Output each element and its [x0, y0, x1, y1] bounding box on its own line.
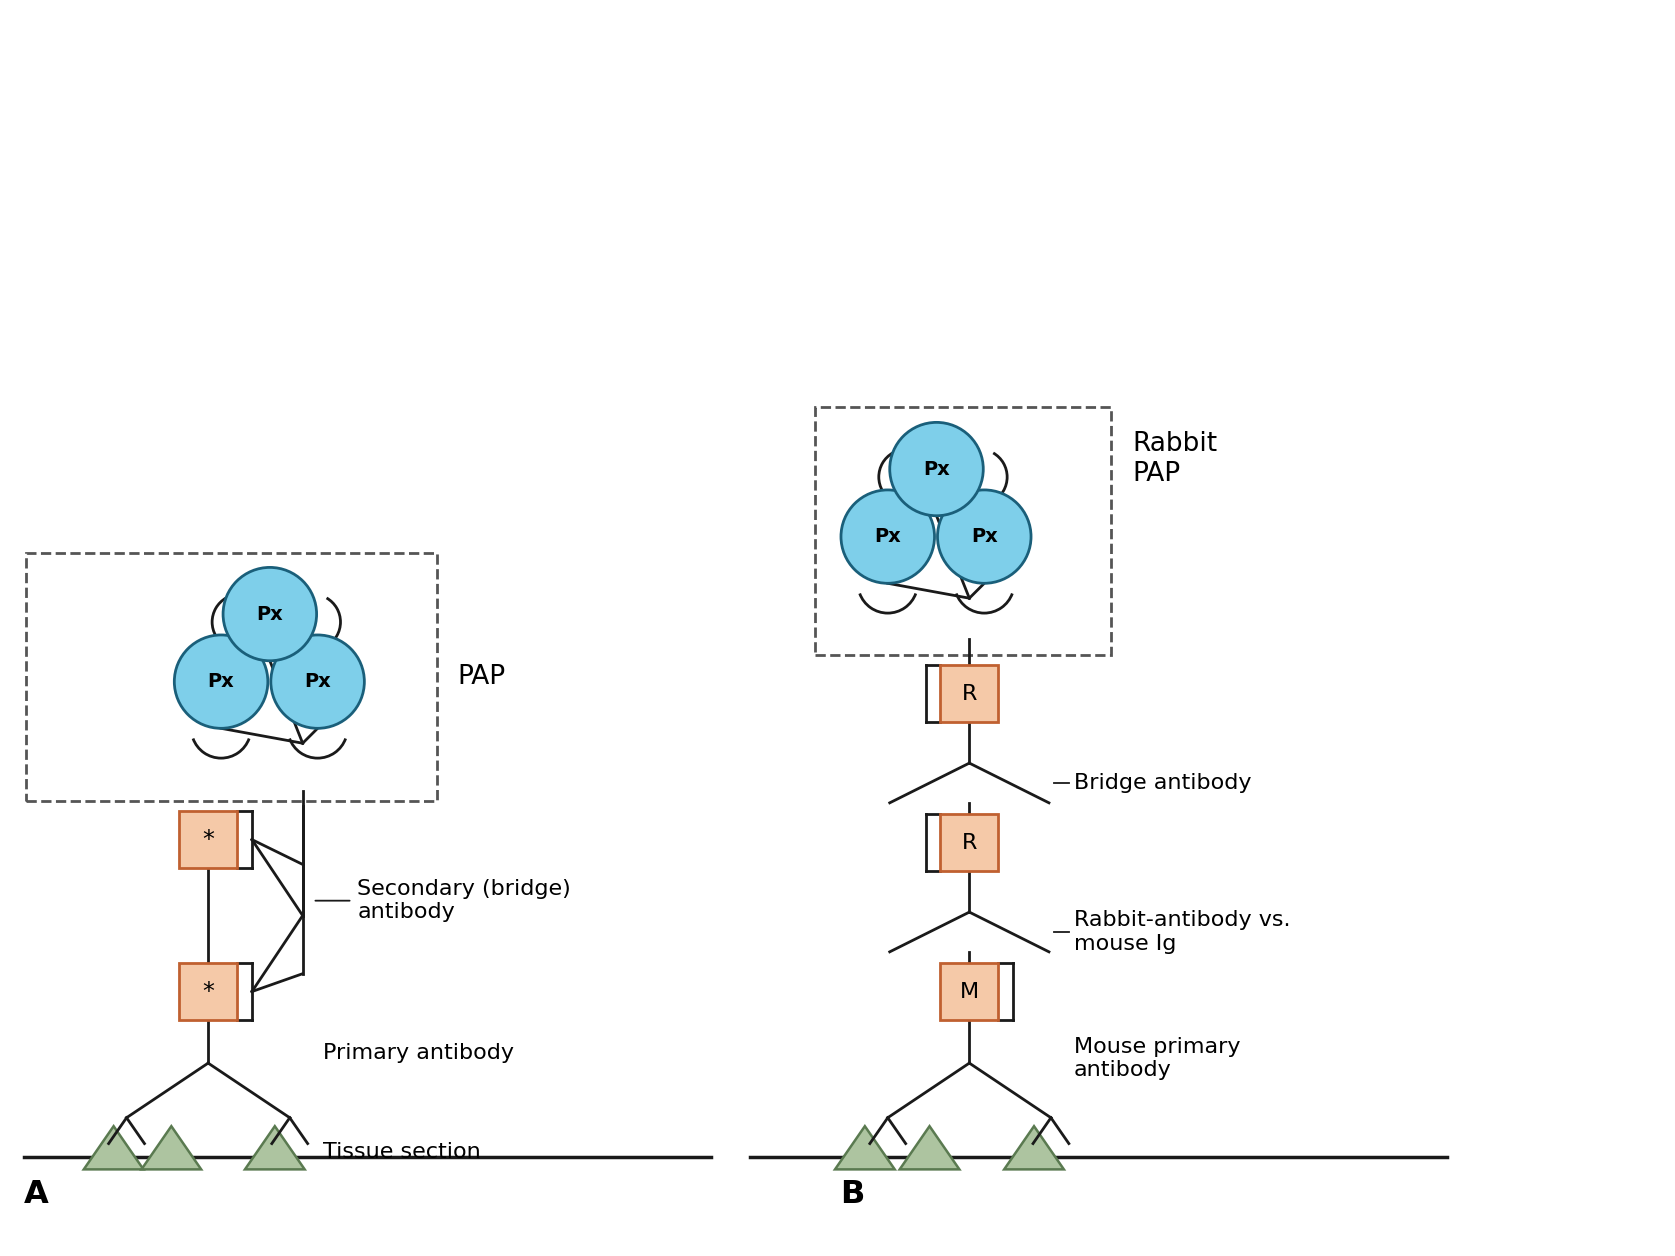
- Circle shape: [223, 568, 317, 661]
- Text: B: B: [839, 1179, 864, 1210]
- Polygon shape: [141, 1127, 201, 1169]
- Text: *: *: [203, 980, 214, 1004]
- Text: Px: Px: [305, 672, 332, 691]
- FancyBboxPatch shape: [940, 664, 998, 722]
- FancyBboxPatch shape: [179, 963, 236, 1020]
- Text: A: A: [23, 1179, 49, 1210]
- Polygon shape: [1005, 1127, 1064, 1169]
- Text: M: M: [960, 982, 978, 1001]
- FancyBboxPatch shape: [179, 811, 236, 868]
- FancyBboxPatch shape: [940, 963, 998, 1020]
- Text: Rabbit-antibody vs.
mouse Ig: Rabbit-antibody vs. mouse Ig: [1074, 911, 1290, 953]
- Polygon shape: [899, 1127, 960, 1169]
- Polygon shape: [836, 1127, 894, 1169]
- Circle shape: [938, 490, 1032, 583]
- Text: Px: Px: [923, 460, 950, 479]
- Text: Px: Px: [256, 604, 283, 623]
- Circle shape: [841, 490, 935, 583]
- Text: Primary antibody: Primary antibody: [323, 1044, 514, 1063]
- Text: Mouse primary
antibody: Mouse primary antibody: [1074, 1036, 1240, 1080]
- Circle shape: [174, 636, 268, 728]
- Text: Bridge antibody: Bridge antibody: [1074, 772, 1251, 793]
- Text: Tissue section: Tissue section: [323, 1143, 481, 1163]
- Polygon shape: [84, 1127, 144, 1169]
- Text: Px: Px: [971, 528, 998, 546]
- Text: *: *: [203, 828, 214, 852]
- Polygon shape: [245, 1127, 305, 1169]
- Circle shape: [271, 636, 365, 728]
- Text: R: R: [961, 683, 977, 703]
- Text: Px: Px: [874, 528, 901, 546]
- Text: Px: Px: [208, 672, 234, 691]
- Text: R: R: [961, 833, 977, 853]
- Text: Secondary (bridge)
antibody: Secondary (bridge) antibody: [357, 879, 571, 922]
- FancyBboxPatch shape: [940, 814, 998, 872]
- Text: PAP: PAP: [457, 663, 506, 690]
- Text: Rabbit
PAP: Rabbit PAP: [1132, 431, 1218, 487]
- Circle shape: [889, 422, 983, 516]
